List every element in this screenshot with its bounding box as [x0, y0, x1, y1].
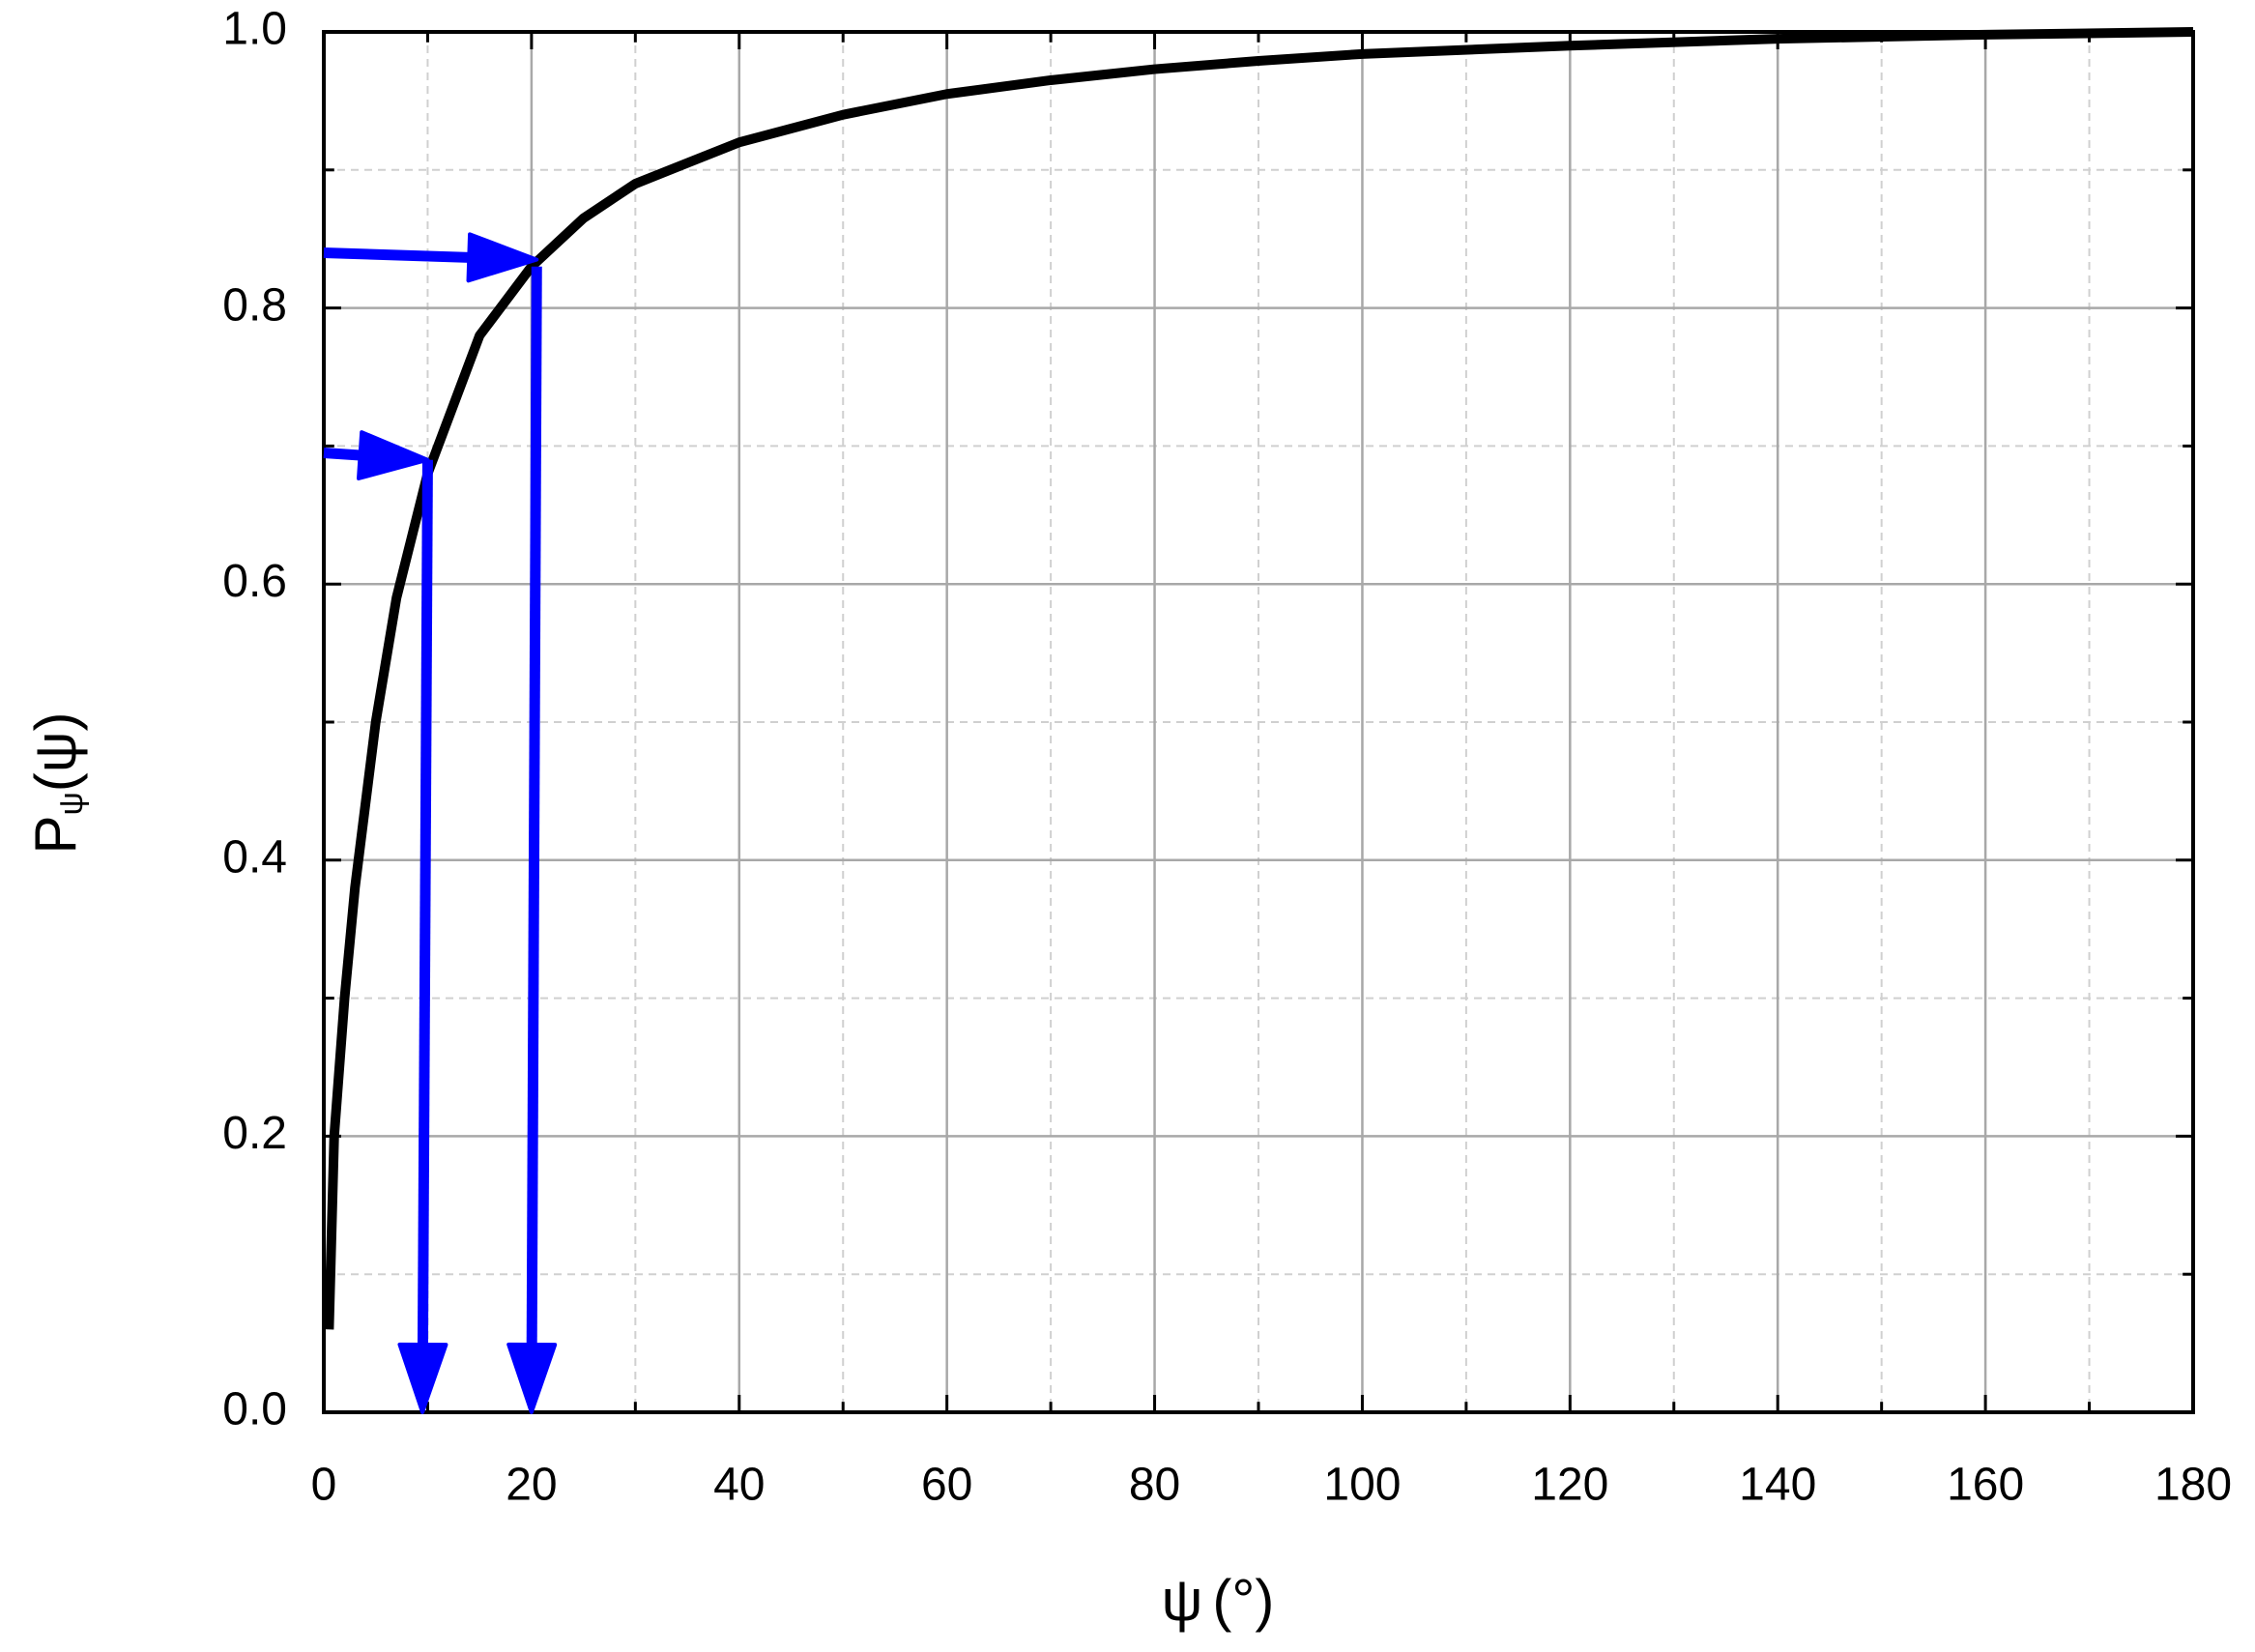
x-tick-label: 80 [1129, 1460, 1180, 1511]
x-tick-label: 140 [1739, 1460, 1816, 1511]
plot-frame [322, 30, 2195, 1414]
arrow-head [506, 1342, 558, 1414]
x-tick-label: 120 [1531, 1460, 1608, 1511]
y-label-rest: (ψ) [23, 711, 88, 792]
x-tick-label: 100 [1323, 1460, 1401, 1511]
x-label-rest: (°) [1212, 1568, 1274, 1633]
y-tick-label: 0.4 [222, 831, 287, 883]
y-axis-label: Pψ(ψ) [23, 711, 90, 854]
y-tick-label: 1.0 [222, 4, 287, 55]
y-tick-label: 0.6 [222, 556, 287, 607]
y-tick-label: 0.8 [222, 279, 287, 331]
x-tick-label: 40 [713, 1460, 765, 1511]
x-tick-label: 0 [311, 1460, 337, 1511]
arrow-shaft [417, 459, 433, 1346]
arrow-head [397, 1342, 448, 1414]
arrow-shaft [526, 266, 542, 1346]
x-tick-label: 180 [2154, 1460, 2232, 1511]
y-tick-label: 0.0 [222, 1384, 287, 1435]
arrow-shaft [323, 448, 361, 461]
arrow-shaft [323, 246, 470, 263]
x-axis-label: ψ (°) [1162, 1568, 1275, 1633]
x-tick-label: 160 [1947, 1460, 2024, 1511]
y-label-sub: ψ [53, 792, 90, 815]
x-tick-label: 60 [921, 1460, 972, 1511]
curve [324, 27, 2194, 1330]
y-label-main: P [23, 815, 88, 854]
arrow-head [357, 430, 430, 480]
x-tick-label: 20 [506, 1460, 557, 1511]
x-label-main: ψ [1162, 1568, 1203, 1633]
y-tick-label: 0.2 [222, 1108, 287, 1159]
arrow-head [466, 232, 539, 283]
